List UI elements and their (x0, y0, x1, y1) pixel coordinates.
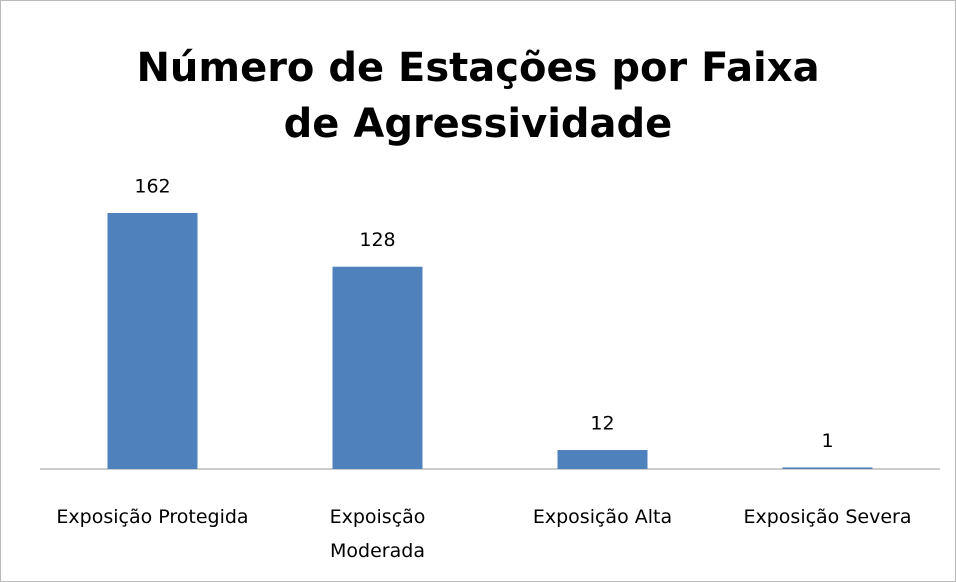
chart-title: Número de Estações por Faixa de Agressiv… (136, 45, 820, 147)
x-tick-label: Exposição Alta (532, 506, 673, 528)
data-label: 12 (590, 413, 614, 435)
x-tick-label: Exposição Severa (743, 506, 912, 528)
bar (557, 450, 648, 469)
bar (332, 266, 423, 469)
x-tick-label: Exposição Protegida (56, 506, 249, 528)
data-label: 1 (821, 430, 833, 452)
data-label: 162 (134, 176, 170, 198)
bar (782, 467, 873, 469)
bar (107, 213, 198, 469)
data-label: 128 (359, 229, 395, 251)
x-tick-label: Expoisção Moderada (329, 506, 426, 562)
